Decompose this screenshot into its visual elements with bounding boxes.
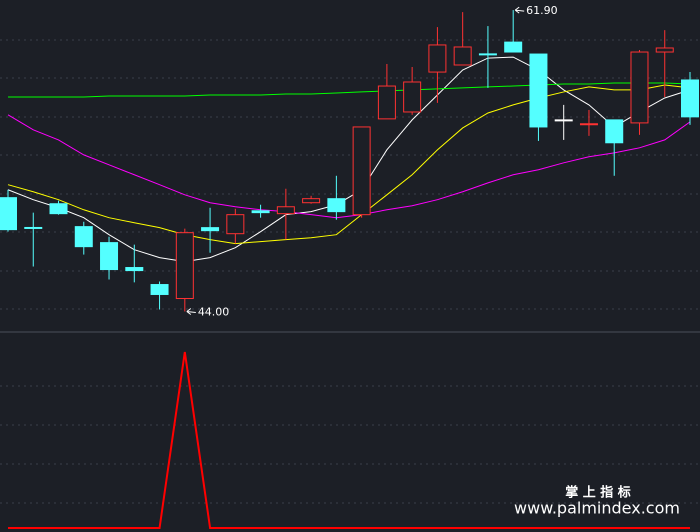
candle-body	[579, 123, 598, 126]
candle-body	[100, 242, 119, 271]
annotation-arrow	[186, 308, 196, 315]
annotation-label: 61.90	[526, 4, 558, 17]
annotation-label: 44.00	[198, 305, 230, 318]
candle-body	[251, 210, 270, 214]
candle-body	[49, 203, 68, 215]
annotation-arrow	[514, 6, 525, 14]
candle-body	[478, 53, 497, 56]
candle-body	[74, 226, 93, 248]
candle-body	[453, 46, 472, 66]
candle-body	[175, 232, 194, 300]
indicator-line	[8, 351, 690, 529]
candle-body	[428, 44, 447, 73]
candle-body	[504, 41, 523, 53]
candle-body	[605, 119, 624, 144]
watermark-title: 掌 上 指 标	[565, 485, 631, 501]
candle-body	[327, 198, 346, 213]
candle-body	[681, 79, 699, 118]
candle-body	[201, 227, 220, 232]
candle-body	[655, 47, 674, 53]
candle-body	[150, 284, 169, 295]
candle-body	[554, 119, 573, 122]
candle-body	[276, 206, 295, 215]
candle-body	[529, 53, 548, 128]
moving-average-line	[7, 84, 691, 245]
candle-body	[377, 85, 396, 120]
candle-body	[0, 197, 17, 231]
moving-average-line	[7, 114, 691, 219]
moving-average-line	[7, 56, 691, 263]
candle-body	[24, 226, 43, 229]
candle-body	[352, 126, 371, 216]
moving-average-line	[8, 82, 691, 98]
decor-grid	[0, 39, 700, 504]
candle-body	[630, 51, 649, 124]
candle-body	[125, 267, 144, 272]
candle-body	[226, 214, 245, 235]
watermark-url: www.palmindex.com	[514, 499, 680, 518]
candle-body	[302, 198, 321, 204]
candle-body	[403, 81, 422, 113]
